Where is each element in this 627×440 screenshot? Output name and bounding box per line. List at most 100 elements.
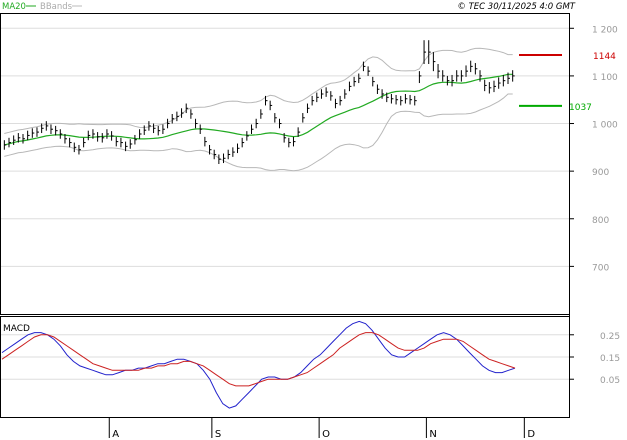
price-bar xyxy=(78,144,81,155)
price-bar xyxy=(3,140,7,150)
price-bar xyxy=(353,76,357,87)
price-bar xyxy=(292,136,296,147)
price-bars xyxy=(3,40,515,164)
price-bar xyxy=(36,127,39,137)
macd-tick-label: 0.15 xyxy=(600,354,620,364)
price-bar xyxy=(400,95,403,106)
price-bar xyxy=(269,100,273,111)
price-bar xyxy=(260,109,263,119)
price-bar xyxy=(199,124,203,134)
price-bar xyxy=(115,136,119,147)
macd-lines xyxy=(1,320,516,409)
price-bar xyxy=(17,133,21,143)
price-bar xyxy=(209,144,212,155)
ma20-line xyxy=(4,73,513,146)
resistance-label: 1144 xyxy=(593,52,616,62)
bollinger-bands xyxy=(4,47,513,172)
price-bar xyxy=(502,74,506,87)
price-bar xyxy=(218,154,221,164)
macd-tick-label: 0.05 xyxy=(600,376,620,386)
price-bar xyxy=(423,40,427,64)
price-bar xyxy=(204,136,207,147)
month-tick-label: D xyxy=(527,429,535,440)
price-bar xyxy=(241,137,245,148)
price-tick-label: 900 xyxy=(592,168,609,178)
ma20-legend: MA20 xyxy=(2,2,26,12)
price-bar xyxy=(288,137,291,148)
price-bar xyxy=(264,95,268,106)
price-bar xyxy=(432,52,436,72)
main-grid xyxy=(1,27,569,267)
price-bar xyxy=(50,124,53,134)
price-bar xyxy=(437,64,441,79)
macd-title: MACD xyxy=(3,324,30,334)
price-bar xyxy=(278,118,282,129)
price-bar xyxy=(223,153,226,164)
price-bar xyxy=(283,133,287,143)
support-label: 1037 xyxy=(569,103,592,113)
price-bar xyxy=(386,92,389,103)
price-tick-label: 1 000 xyxy=(592,121,618,131)
price-bar xyxy=(190,109,193,119)
price-bar xyxy=(125,141,128,152)
price-bar xyxy=(339,95,343,106)
price-bar xyxy=(348,81,352,92)
price-bar xyxy=(302,113,305,123)
price-bar xyxy=(446,75,450,86)
price-bar xyxy=(507,72,511,84)
bbands-legend: BBands xyxy=(40,2,73,12)
price-bar xyxy=(456,70,459,82)
price-bar xyxy=(470,60,473,73)
price-bar xyxy=(381,89,385,99)
price-bar xyxy=(27,130,30,141)
price-bar xyxy=(213,149,217,160)
price-bar xyxy=(8,137,11,148)
price-bar xyxy=(120,137,123,148)
price-bar xyxy=(493,80,497,93)
price-bar xyxy=(474,63,478,75)
price-bar xyxy=(488,82,492,94)
ma20-polyline xyxy=(4,73,513,146)
price-bar xyxy=(143,125,147,135)
price-bar xyxy=(148,121,151,131)
price-bar xyxy=(367,66,371,76)
price-bar xyxy=(162,124,165,134)
price-bar xyxy=(176,111,179,122)
price-bar xyxy=(171,114,175,124)
price-bar xyxy=(64,134,67,144)
month-tick-label: A xyxy=(112,429,119,440)
price-bar xyxy=(512,70,515,82)
price-bar xyxy=(129,139,133,149)
price-bar xyxy=(325,87,329,97)
price-bar xyxy=(237,143,240,154)
month-tick-label: O xyxy=(322,429,330,440)
price-bar xyxy=(83,137,86,148)
price-bar xyxy=(395,94,399,105)
price-tick-label: 1 200 xyxy=(592,25,618,35)
price-bar xyxy=(59,129,63,139)
price-bar xyxy=(55,125,58,136)
price-bar xyxy=(362,61,366,72)
price-bar xyxy=(297,127,301,137)
price-bar xyxy=(13,135,16,145)
price-bar xyxy=(451,74,455,87)
month-tick-label: N xyxy=(429,429,436,440)
price-bar xyxy=(45,121,49,131)
price-tick-label: 1 100 xyxy=(592,73,618,83)
price-bar xyxy=(274,113,277,123)
price-bar xyxy=(22,134,25,144)
price-bar xyxy=(320,89,324,99)
price-bar xyxy=(390,94,394,104)
price-bar xyxy=(358,73,361,84)
price-bar xyxy=(97,132,100,142)
bband-lower xyxy=(4,93,513,172)
price-bar xyxy=(428,40,431,64)
price-bar xyxy=(372,76,375,87)
price-bar xyxy=(404,94,408,104)
price-bar xyxy=(442,70,445,82)
price-bar xyxy=(465,65,469,77)
price-bar xyxy=(92,129,95,139)
price-bar xyxy=(157,125,161,136)
